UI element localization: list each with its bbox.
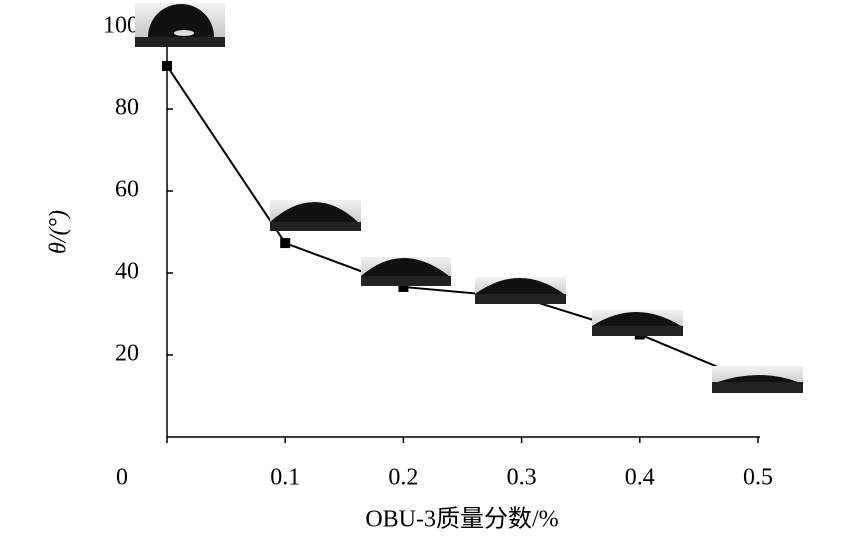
droplet-image [712, 366, 803, 393]
x-tick-label: 0.3 [507, 465, 537, 491]
droplet-image [270, 200, 361, 231]
x-tick-label: 0.5 [743, 465, 773, 491]
point-marker [162, 60, 172, 71]
y-tick-label: 100 [103, 13, 139, 39]
y-tick-label: 60 [115, 177, 139, 203]
y-tick-label: 40 [115, 259, 139, 285]
point-marker [398, 281, 409, 292]
droplet-image [135, 3, 225, 47]
series-line [166, 65, 759, 385]
x-tick-label: 0 [116, 465, 128, 491]
plot-area: 20 40 60 80 100 0 0.1 0.2 0.3 0.4 0.5 [103, 13, 773, 491]
y-tick-label: 80 [115, 95, 139, 121]
point-marker [280, 238, 291, 249]
x-tick-label: 0.4 [625, 465, 655, 491]
y-axis-label: θ/(°) [46, 210, 72, 254]
x-tick-label: 0.2 [388, 465, 418, 491]
droplet-images [135, 3, 803, 393]
x-tick-label: 0.1 [270, 465, 300, 491]
y-tick-label: 20 [115, 341, 139, 367]
droplet-image [592, 310, 683, 336]
x-axis-label: OBU-3质量分数/% [365, 506, 558, 533]
droplet-image [475, 277, 566, 304]
droplet-image [361, 257, 451, 286]
